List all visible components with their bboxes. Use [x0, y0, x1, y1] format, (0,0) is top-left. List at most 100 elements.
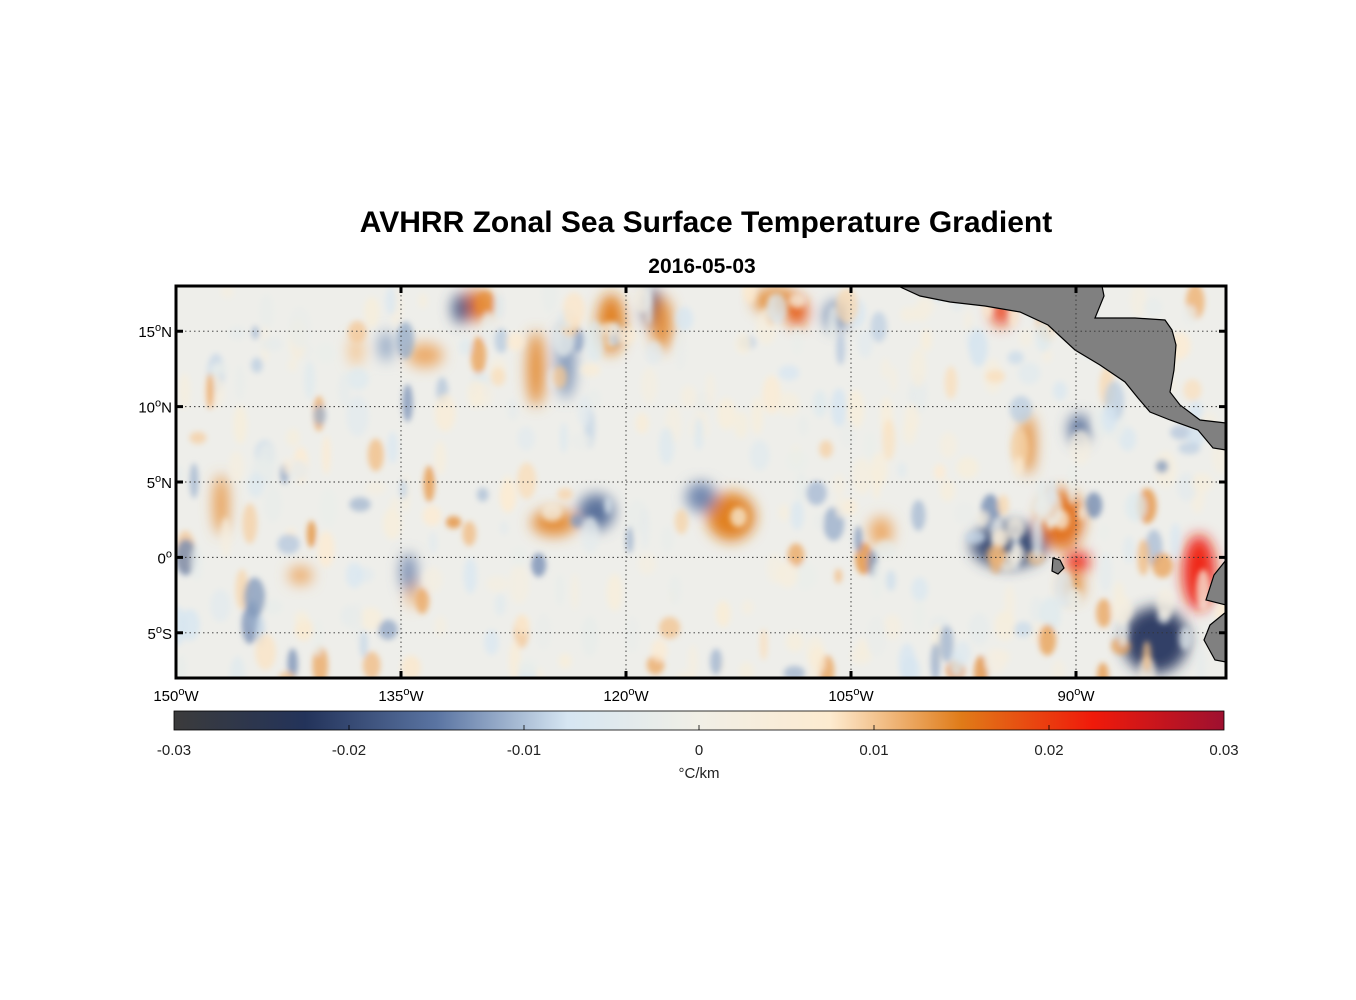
speckle-cell	[1067, 463, 1077, 505]
speckle-cell	[494, 593, 506, 616]
speckle-cell	[346, 395, 369, 437]
gradient-feature-9	[527, 331, 545, 407]
speckle-cell	[819, 440, 833, 458]
speckle-cell	[1096, 598, 1112, 628]
colorbar-tick-label: -0.03	[157, 742, 191, 759]
speckle-cell	[581, 516, 600, 554]
speckle-cell	[668, 574, 682, 606]
speckle-cell	[985, 369, 1006, 383]
speckle-cell	[220, 286, 234, 299]
speckle-cell	[1191, 473, 1214, 493]
map-subtitle: 2016-05-03	[648, 255, 756, 278]
speckle-cell	[494, 328, 509, 354]
speckle-cell	[659, 616, 681, 639]
speckle-cell	[263, 486, 282, 523]
speckle-cell	[242, 503, 258, 544]
longitude-label: 90oW	[1058, 686, 1096, 705]
speckle-cell	[778, 365, 800, 381]
speckle-cell	[870, 451, 888, 487]
speckle-cell	[555, 573, 565, 607]
speckle-cell	[604, 497, 613, 515]
speckle-cell	[881, 357, 891, 380]
speckle-cell	[458, 338, 473, 356]
speckle-cell	[956, 456, 979, 479]
speckle-cell	[716, 600, 731, 628]
speckle-cell	[1034, 482, 1046, 524]
gradient-feature-3	[378, 331, 394, 362]
longitude-label: 120oW	[603, 686, 649, 705]
speckle-cell	[617, 327, 637, 345]
speckle-cell	[515, 614, 530, 634]
speckle-cell	[973, 655, 988, 678]
speckle-cell	[1152, 552, 1174, 578]
speckle-cell	[206, 373, 214, 410]
speckle-cell	[282, 458, 293, 475]
longitude-label: 105oW	[828, 686, 874, 705]
speckle-cell	[306, 520, 317, 548]
speckle-cell	[541, 502, 563, 522]
speckle-cell	[1097, 662, 1109, 678]
speckle-cell	[470, 336, 487, 375]
latitude-label: 15oN	[138, 322, 172, 341]
speckle-cell	[494, 293, 505, 320]
speckle-cell	[247, 472, 265, 498]
speckle-cell	[674, 509, 689, 535]
speckle-cell	[313, 619, 323, 657]
speckle-cell	[1005, 517, 1025, 540]
speckle-cell	[1196, 569, 1211, 612]
speckle-cell	[994, 610, 1016, 642]
speckle-cell	[870, 311, 888, 343]
speckle-cell	[1123, 535, 1135, 564]
speckle-cell	[834, 568, 843, 584]
speckle-cell	[509, 640, 521, 678]
speckle-cell	[499, 480, 517, 513]
speckle-cell	[277, 534, 300, 555]
speckle-cell	[625, 526, 634, 554]
speckle-cell	[178, 373, 191, 410]
speckle-cell	[1178, 626, 1193, 651]
latitude-label: 5oN	[147, 473, 172, 492]
speckle-cell	[359, 607, 382, 630]
speckle-cell	[826, 305, 839, 341]
speckle-cell	[986, 544, 1007, 567]
speckle-cell	[434, 440, 446, 476]
map-panel: 150oW 135oW 120oW 105oW 90oW 15oN 10oN 5oN 0o 5o…	[138, 284, 1228, 705]
speckle-cell	[830, 388, 847, 427]
speckle-cell	[189, 431, 207, 444]
speckle-cell	[1007, 351, 1024, 365]
speckle-cell	[559, 422, 568, 454]
speckle-cell	[378, 619, 398, 640]
speckle-cell	[445, 516, 462, 529]
speckle-cell	[1101, 405, 1118, 433]
speckle-cell	[863, 432, 876, 460]
speckle-cell	[259, 293, 274, 330]
gradient-feature-17	[686, 482, 716, 513]
colorbar-tick-label: 0.01	[859, 742, 888, 759]
speckle-cell	[1009, 544, 1025, 564]
gradient-feature-8	[452, 293, 470, 324]
speckle-cell	[557, 488, 573, 501]
speckle-cell	[1183, 379, 1202, 401]
speckle-cell	[1035, 321, 1052, 353]
speckle-cell	[467, 379, 484, 408]
speckle-cell	[635, 412, 649, 434]
speckle-cell	[235, 365, 245, 401]
speckle-cell	[1125, 492, 1147, 522]
speckle-cell	[176, 606, 187, 646]
central-america-land	[897, 286, 1226, 451]
latitude-label: 0o	[158, 548, 172, 567]
speckle-cell	[930, 643, 941, 678]
speckle-cell	[705, 373, 715, 408]
speckle-cell	[939, 479, 955, 502]
speckle-cell	[517, 462, 537, 500]
speckle-cell	[210, 589, 231, 622]
speckle-cell	[570, 572, 579, 611]
speckle-cell	[871, 562, 883, 600]
speckle-cell	[852, 457, 872, 495]
speckle-cell	[835, 495, 846, 519]
speckle-cell	[680, 385, 697, 408]
speckle-cell	[934, 463, 946, 481]
speckle-cell	[288, 358, 297, 372]
speckle-cell	[777, 392, 800, 416]
speckle-cell	[233, 405, 248, 445]
